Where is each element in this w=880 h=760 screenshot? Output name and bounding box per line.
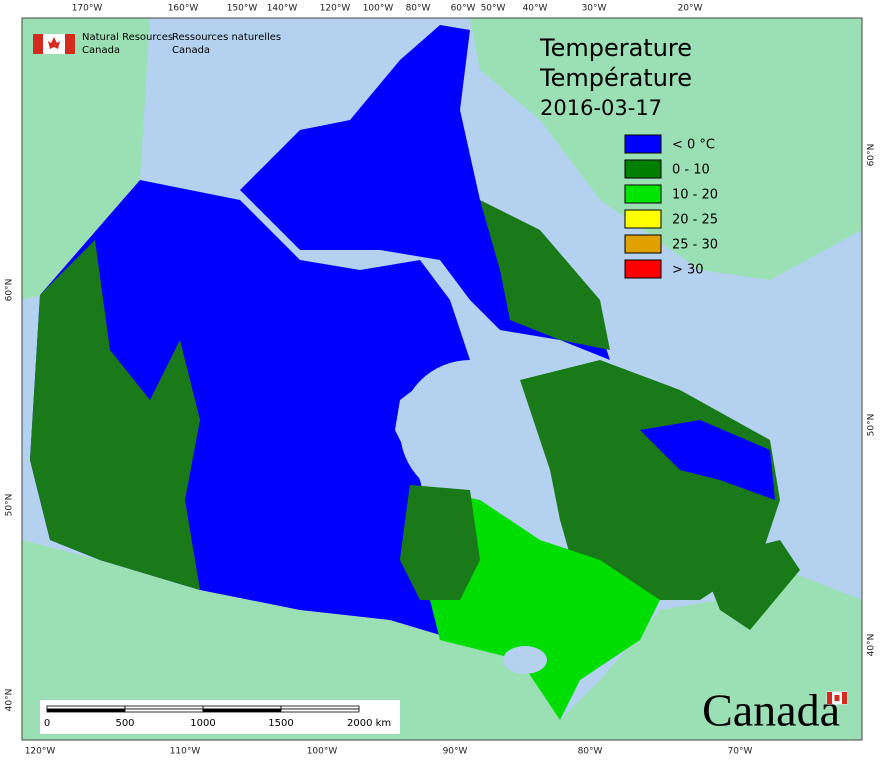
scale-label: 0	[44, 718, 50, 729]
legend-label: 10 - 20	[672, 188, 718, 203]
scale-bg	[40, 700, 400, 734]
lat-label: 40°N	[867, 634, 877, 657]
scale-label: 2000 km	[347, 718, 391, 729]
region-labrador	[640, 420, 775, 500]
lon-label: 170°W	[72, 4, 103, 14]
lon-label: 160°W	[168, 4, 199, 14]
scale-label: 1500	[268, 718, 293, 729]
scale-label: 500	[115, 718, 134, 729]
legend-label: 0 - 10	[672, 163, 710, 178]
lon-label: 150°W	[227, 4, 258, 14]
alaska	[22, 18, 150, 300]
org-fr: Ressources naturelles	[172, 32, 281, 43]
lon-label: 120°W	[25, 747, 56, 757]
lon-label: 110°W	[170, 747, 201, 757]
lat-label: 60°N	[867, 144, 877, 167]
lon-label: 30°W	[582, 4, 607, 14]
lon-label: 50°W	[481, 4, 506, 14]
scale-segment	[46, 705, 126, 710]
wordmark: Canada	[702, 685, 840, 736]
lon-label: 120°W	[320, 4, 351, 14]
region-nw-ontario	[400, 485, 480, 600]
legend-label: > 30	[672, 263, 704, 278]
lon-label: 90°W	[443, 747, 468, 757]
scale-bar: 0 500 1000 1500 2000 km	[40, 700, 400, 734]
lon-label: 80°W	[578, 747, 603, 757]
scale-segment	[280, 708, 360, 713]
flag-bar	[65, 34, 75, 54]
scale-segment	[202, 708, 282, 713]
lon-label: 60°W	[451, 4, 476, 14]
graticule-labels: 170°W 160°W 150°W 140°W 120°W 100°W 80°W 60°W 50…	[5, 4, 877, 757]
lat-label: 50°N	[867, 414, 877, 437]
maple-leaf	[834, 695, 840, 701]
scale-segment	[124, 705, 204, 710]
hudson-bay	[400, 360, 540, 500]
legend-swatch	[624, 134, 662, 154]
lon-label: 100°W	[307, 747, 338, 757]
lat-label: 40°N	[5, 689, 15, 712]
title: Temperature	[539, 34, 692, 62]
legend-swatch	[624, 259, 662, 279]
legend-swatch	[624, 159, 662, 179]
lon-label: 140°W	[267, 4, 298, 14]
region-bc	[30, 240, 200, 590]
map-body	[21, 17, 863, 741]
lon-label: 80°W	[406, 4, 431, 14]
flag-bar	[842, 692, 847, 704]
region-baffin	[480, 200, 610, 350]
scale-segment	[46, 708, 126, 713]
flag-bar	[33, 34, 43, 54]
lon-label: 40°W	[523, 4, 548, 14]
wordmark-flag	[826, 691, 848, 705]
maple-leaf	[48, 37, 60, 49]
lat-label: 60°N	[5, 279, 15, 302]
date: 2016-03-17	[540, 96, 662, 120]
scale-label: 1000	[190, 718, 215, 729]
lat-label: 50°N	[5, 494, 15, 517]
org-en: Natural Resources	[82, 32, 173, 43]
legend-label: < 0 °C	[672, 138, 715, 153]
scale-segment	[280, 705, 360, 710]
org-fr: Canada	[172, 45, 210, 56]
lon-label: 70°W	[728, 747, 753, 757]
title: Température	[539, 64, 692, 92]
org-en: Canada	[82, 45, 120, 56]
greenland	[470, 18, 862, 280]
region-maritimes	[700, 540, 800, 630]
lon-label: 20°W	[678, 4, 703, 14]
legend-swatch	[624, 234, 662, 254]
lon-label: 100°W	[363, 4, 394, 14]
legend-swatch	[624, 184, 662, 204]
scale-segment	[202, 705, 282, 710]
great-lakes	[503, 646, 547, 674]
frame	[21, 17, 863, 741]
legend-swatch	[624, 209, 662, 229]
legend: < 0 °C 0 - 10 10 - 20 20 - 25 25 - 30 > 30	[624, 134, 718, 279]
nrcan-logo	[33, 34, 75, 54]
scale-segment	[124, 708, 204, 713]
legend-label: 20 - 25	[672, 213, 718, 228]
legend-label: 25 - 30	[672, 238, 718, 253]
flag-bar	[827, 692, 832, 704]
